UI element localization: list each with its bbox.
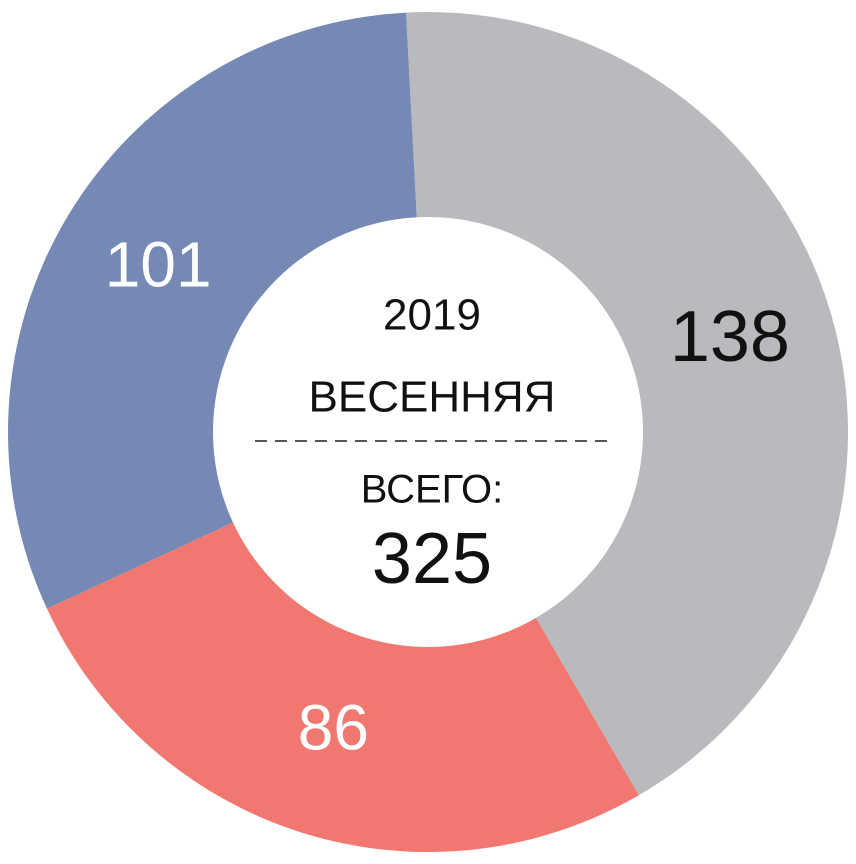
slice-label: 86 — [298, 691, 369, 763]
slice-label: 138 — [670, 297, 790, 377]
center-year: 2019 — [383, 291, 481, 340]
total-value: 325 — [372, 519, 492, 599]
donut-hole — [213, 217, 643, 647]
slice — [46, 432, 639, 852]
slice-label: 101 — [105, 228, 212, 300]
center-season: ВЕСЕННЯЯ — [309, 373, 556, 422]
total-label: ВСЕГО: — [361, 468, 504, 512]
